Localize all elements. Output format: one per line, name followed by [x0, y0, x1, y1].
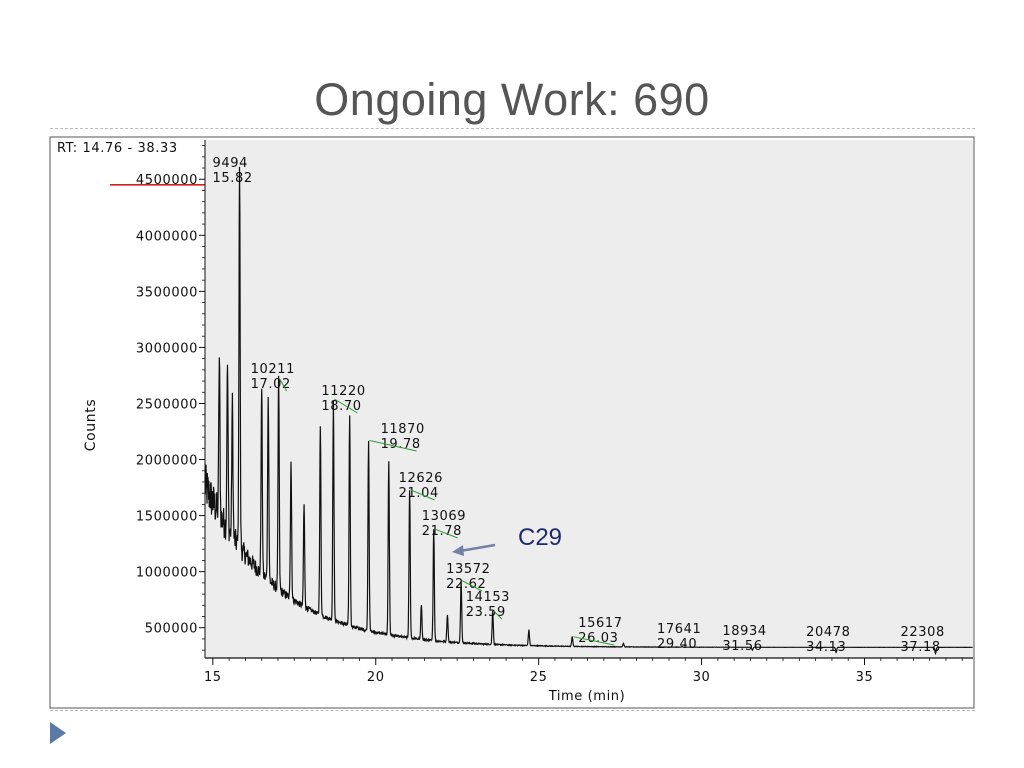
peak-rt-label: 31.56 [722, 639, 762, 654]
peak-leader-line [573, 636, 615, 646]
top-divider [50, 128, 975, 129]
x-axis-label: Time (min) [548, 689, 626, 704]
peak-rt-label: 26.03 [578, 631, 618, 646]
peak-rt-label: 29.40 [657, 637, 697, 652]
y-tick-label: 500000 [145, 622, 198, 637]
peak-scan-label: 11870 [381, 422, 425, 437]
peak-leader-line [410, 489, 435, 501]
y-axis-label: Counts [83, 399, 99, 451]
y-tick-label: 4000000 [136, 229, 198, 244]
annotation-arrowhead-icon [452, 545, 464, 556]
peak-leader-line [334, 398, 358, 414]
peak-scan-label: 13572 [446, 562, 490, 577]
y-tick-label: 1000000 [136, 566, 198, 581]
peak-leader-line [279, 378, 288, 392]
slide-title: Ongoing Work: 690 [314, 74, 710, 125]
c29-annotation: C29 [518, 524, 562, 551]
peak-scan-label: 13069 [422, 509, 466, 524]
peak-leader-line [434, 528, 458, 539]
y-tick-label: 2000000 [136, 454, 198, 469]
peak-scan-label: 18934 [722, 624, 766, 639]
peak-scan-label: 15617 [578, 616, 622, 631]
triangle-bullet-icon [50, 722, 66, 744]
peak-scan-label: 10211 [251, 362, 295, 377]
annotation-arrow-icon [459, 543, 496, 553]
peak-rt-label: 17.02 [251, 377, 291, 392]
plot-area [205, 140, 973, 658]
peak-leader-line [369, 439, 417, 452]
peak-rt-label: 34.13 [806, 640, 846, 655]
peak-scan-label: 11220 [321, 384, 365, 399]
peak-scan-label: 17641 [657, 622, 701, 637]
y-tick-label: 3500000 [136, 285, 198, 300]
peak-rt-label: 19.78 [381, 437, 421, 452]
peak-leader-line [493, 610, 503, 620]
peak-scan-label: 12626 [399, 471, 443, 486]
x-tick-label: 35 [856, 670, 874, 685]
peak-scan-label: 9494 [213, 156, 248, 171]
peak-scan-label: 22308 [901, 625, 945, 640]
peak-rt-label: 37.18 [901, 640, 941, 655]
series-line [204, 166, 973, 656]
y-tick-label: 4500000 [136, 173, 198, 188]
peak-scan-label: 14153 [466, 590, 510, 605]
x-tick-label: 20 [367, 670, 385, 685]
y-tick-label: 1500000 [136, 510, 198, 525]
peak-rt-label: 18.70 [321, 399, 361, 414]
peak-rt-label: 23.59 [466, 605, 506, 620]
y-tick-label: 3000000 [136, 341, 198, 356]
x-tick-label: 15 [204, 670, 222, 685]
peak-leader-line [461, 580, 483, 592]
peak-scan-label: 20478 [806, 625, 850, 640]
peak-rt-label: 15.82 [213, 171, 253, 186]
x-tick-label: 25 [530, 670, 548, 685]
bottom-divider [50, 710, 975, 711]
x-tick-label: 30 [693, 670, 711, 685]
y-tick-label: 2500000 [136, 397, 198, 412]
chart-title: RT: 14.76 - 38.33 [57, 141, 178, 156]
